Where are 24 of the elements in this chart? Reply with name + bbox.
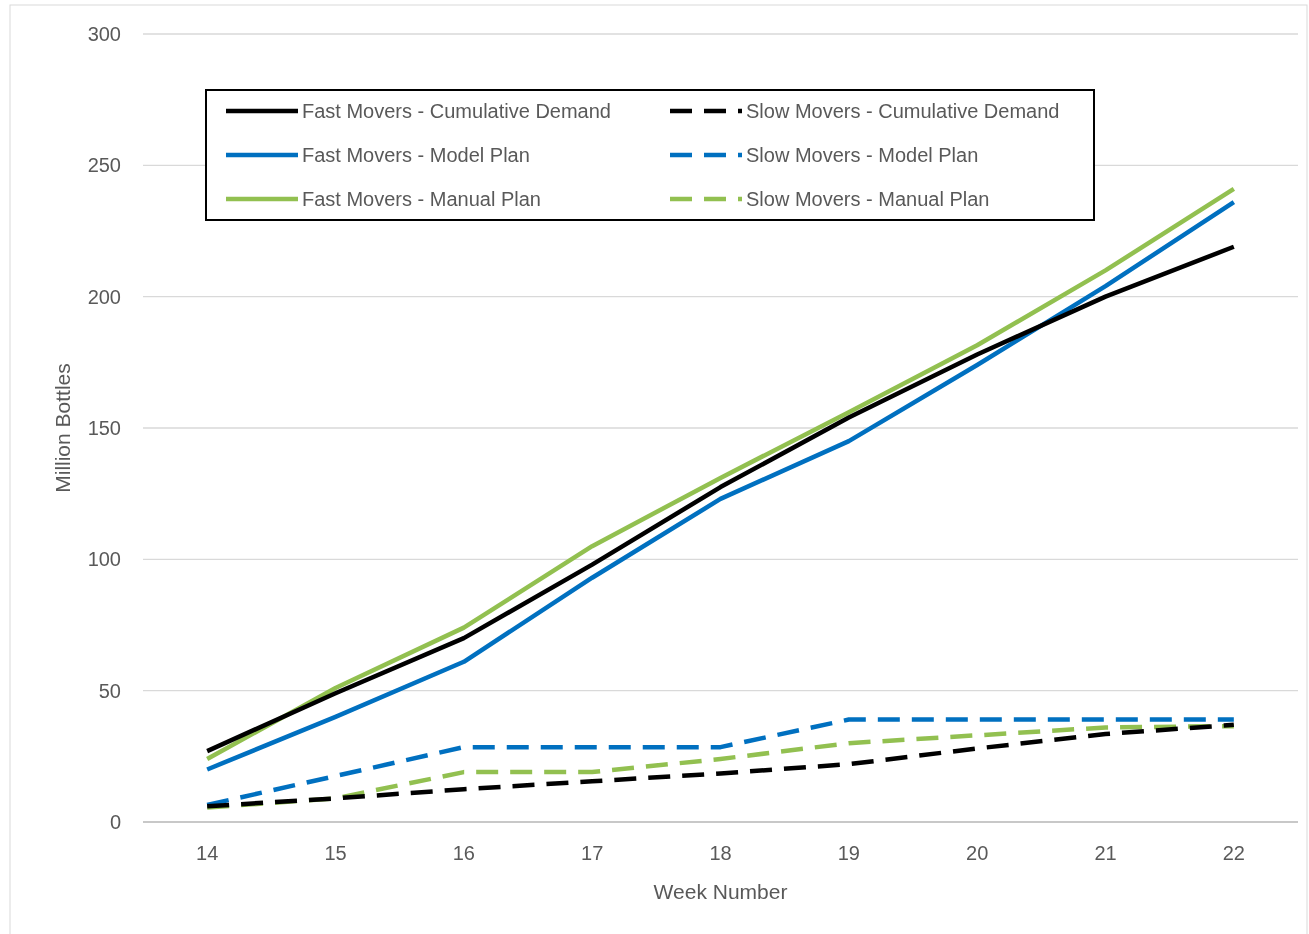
y-tick-label: 200 [87,285,121,308]
x-tick-label: 20 [966,842,989,864]
y-tick-label: 0 [109,811,121,833]
y-axis-title: Million Bottles [51,363,74,493]
x-tick-label: 14 [196,842,219,864]
x-tick-label: 21 [1094,842,1117,864]
x-axis-title: Week Number [653,880,788,903]
y-tick-label: 300 [87,23,121,45]
x-tick-label: 16 [452,842,475,864]
legend-label: Slow Movers - Cumulative Demand [746,100,1060,122]
x-tick-label: 19 [837,842,860,864]
x-tick-label: 22 [1222,842,1245,864]
y-tick-label: 250 [87,154,121,177]
legend-label: Fast Movers - Model Plan [302,144,530,166]
legend-label: Fast Movers - Manual Plan [302,188,541,210]
y-tick-label: 50 [98,679,121,702]
legend-label: Fast Movers - Cumulative Demand [302,100,611,122]
x-tick-label: 18 [709,842,732,864]
legend-label: Slow Movers - Model Plan [746,144,979,166]
x-tick-label: 17 [581,842,604,864]
x-tick-label: 15 [324,842,347,864]
y-tick-label: 150 [87,417,121,439]
legend-label: Slow Movers - Manual Plan [746,188,990,210]
y-tick-label: 100 [87,548,121,571]
